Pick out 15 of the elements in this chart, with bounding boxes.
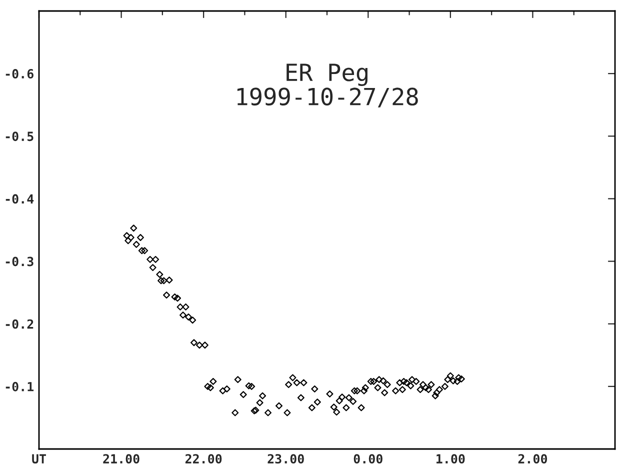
y-tick-label: -0.6	[6, 69, 34, 79]
y-tick-label: -0.2	[6, 319, 34, 329]
y-tick-label: -0.4	[6, 194, 34, 204]
y-tick-label: -0.5	[6, 132, 34, 142]
x-tick-label: 2.00	[518, 454, 548, 464]
x-tick-label: UT	[32, 454, 46, 464]
x-tick-label: 1.00	[436, 454, 465, 464]
y-tick-label: -0.1	[6, 382, 34, 392]
text: 1999-10-27/28	[237, 88, 418, 108]
x-tick-label: 21.00	[103, 454, 140, 464]
x-tick-label: 23.00	[268, 454, 304, 464]
text: ER Peg	[286, 64, 368, 86]
x-tick-label: 22.00	[185, 454, 222, 464]
x-tick-label: 0.00	[354, 454, 382, 464]
y-tick-label: -0.3	[6, 256, 34, 266]
